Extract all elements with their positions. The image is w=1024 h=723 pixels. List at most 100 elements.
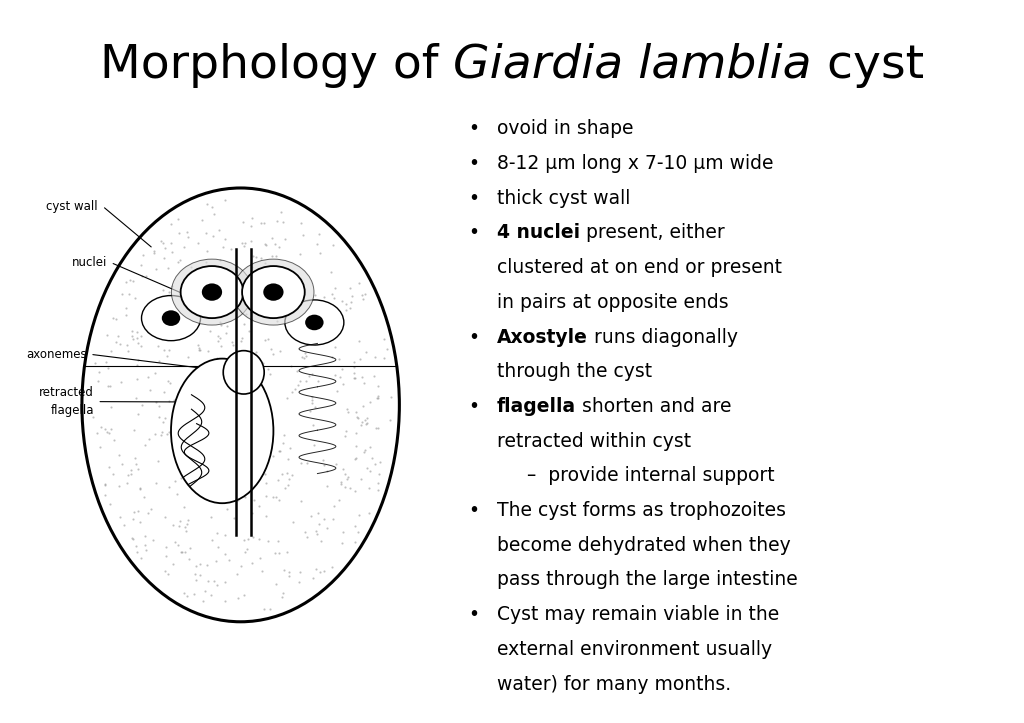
Point	[350, 526, 367, 537]
Point	[147, 429, 164, 440]
Point	[282, 442, 298, 453]
Point	[310, 228, 327, 239]
Point	[318, 522, 335, 534]
Point	[353, 289, 370, 301]
Point	[179, 414, 196, 425]
Ellipse shape	[242, 266, 305, 318]
Point	[102, 401, 119, 413]
Point	[253, 305, 269, 317]
Point	[139, 326, 156, 338]
Point	[243, 221, 259, 232]
Point	[349, 412, 366, 424]
Point	[348, 427, 365, 439]
Point	[217, 529, 233, 541]
Point	[210, 416, 226, 427]
Point	[154, 312, 170, 324]
Point	[298, 351, 314, 362]
Point	[275, 437, 292, 448]
Point	[264, 491, 281, 502]
Point	[169, 256, 185, 268]
Point	[303, 391, 319, 403]
Point	[367, 458, 383, 470]
Point	[202, 484, 218, 495]
Point	[180, 414, 197, 426]
Point	[234, 375, 251, 386]
Point	[362, 396, 379, 408]
Point	[253, 218, 269, 229]
Point	[163, 237, 179, 249]
Text: •: •	[468, 119, 479, 138]
Point	[240, 543, 256, 555]
Point	[154, 429, 170, 440]
Point	[232, 335, 249, 346]
Point	[99, 380, 116, 392]
Point	[335, 378, 351, 390]
Point	[153, 235, 169, 247]
Point	[199, 474, 215, 485]
Ellipse shape	[171, 359, 273, 503]
Point	[281, 473, 297, 484]
Point	[163, 218, 179, 229]
Text: clustered at on end or present: clustered at on end or present	[497, 258, 781, 277]
Point	[228, 404, 245, 416]
Point	[156, 326, 172, 338]
Point	[267, 491, 284, 502]
Point	[124, 325, 140, 336]
Point	[248, 251, 264, 262]
Text: pass through the large intestine: pass through the large intestine	[497, 570, 798, 589]
Point	[268, 271, 285, 283]
Point	[372, 456, 388, 468]
Point	[339, 403, 355, 415]
Point	[248, 354, 264, 365]
Point	[199, 198, 215, 210]
Point	[194, 309, 210, 321]
Point	[258, 490, 274, 502]
Point	[329, 309, 345, 320]
Point	[191, 558, 208, 570]
Point	[229, 480, 246, 492]
Point	[255, 367, 271, 379]
Point	[145, 247, 162, 259]
Point	[280, 454, 296, 466]
Point	[234, 216, 251, 228]
Point	[253, 377, 269, 388]
Point	[265, 450, 282, 461]
Point	[219, 320, 236, 332]
Point	[90, 366, 106, 377]
Point	[279, 547, 295, 558]
Text: water) for many months.: water) for many months.	[497, 675, 731, 693]
Point	[237, 286, 253, 298]
Point	[336, 469, 352, 480]
Point	[369, 422, 385, 433]
Point	[211, 388, 227, 399]
Point	[217, 327, 233, 338]
Point	[183, 416, 200, 427]
Point	[233, 237, 250, 249]
Point	[200, 346, 216, 357]
Point	[222, 244, 239, 255]
Point	[210, 330, 226, 342]
Point	[208, 579, 224, 591]
Point	[190, 339, 207, 351]
Point	[226, 393, 243, 404]
Point	[114, 288, 130, 300]
Point	[310, 518, 327, 530]
Point	[244, 261, 260, 273]
Point	[206, 576, 222, 587]
Point	[291, 576, 307, 588]
Point	[234, 350, 251, 362]
Point	[260, 333, 276, 345]
Point	[270, 547, 287, 559]
Point	[296, 352, 312, 364]
Point	[324, 288, 340, 300]
Point	[299, 457, 315, 469]
Point	[334, 295, 350, 307]
Text: 8-12 μm long x 7-10 μm wide: 8-12 μm long x 7-10 μm wide	[497, 154, 773, 173]
Point	[230, 461, 247, 473]
Point	[246, 494, 262, 505]
Point	[338, 426, 354, 437]
Point	[196, 596, 212, 607]
Point	[318, 321, 335, 333]
Point	[133, 259, 150, 270]
Point	[210, 260, 226, 272]
